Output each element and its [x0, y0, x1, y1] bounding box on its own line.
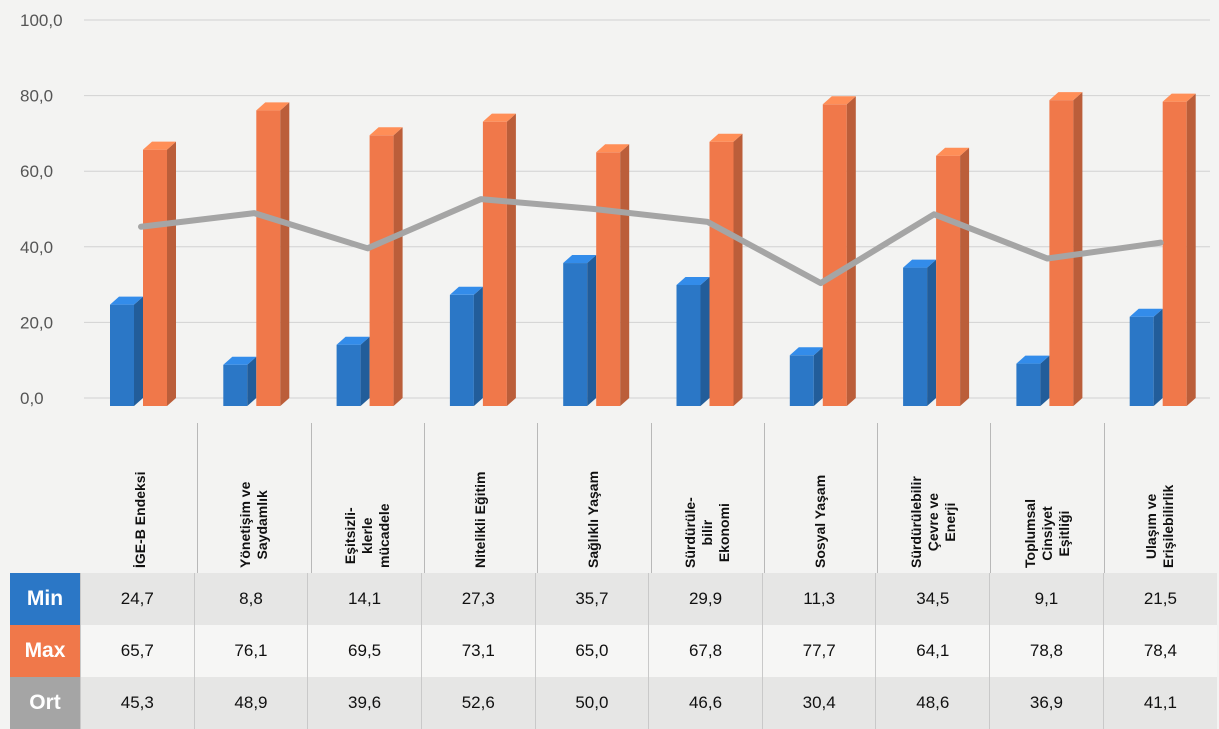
- table-cell: 52,6: [420, 677, 536, 729]
- bar-max: [936, 147, 970, 406]
- table-cell: 78,4: [1102, 625, 1217, 677]
- category-label: Sürdürüle-bilir Ekonomi: [681, 497, 732, 568]
- y-tick-label: 80,0: [20, 87, 53, 106]
- table-cell: 45,3: [80, 677, 195, 729]
- category-separator: [877, 423, 879, 573]
- table-cell: 14,1: [307, 573, 422, 625]
- table-cell: 24,7: [80, 573, 195, 625]
- table-cell: 9,1: [989, 573, 1104, 625]
- y-tick-label: 20,0: [20, 313, 53, 332]
- table-cell: 77,7: [761, 625, 876, 677]
- category-label: Sosyal Yaşam: [811, 474, 828, 568]
- table-cell: 69,5: [307, 625, 422, 677]
- category-separator: [990, 423, 992, 573]
- bar-min: [1129, 308, 1163, 406]
- table-cell: 36,9: [989, 677, 1104, 729]
- category-separator: [537, 423, 539, 573]
- category-label: Eşitsizli-klerle mücadele: [341, 503, 392, 568]
- table-row: Ort 45,3 48,9 39,6 52,6 50,0 46,6 30,4 48,6 36,9 4…: [10, 677, 1217, 729]
- series-legend-label: Ort: [10, 677, 81, 729]
- y-tick-label: 40,0: [20, 238, 53, 257]
- table-cell: 46,6: [648, 677, 763, 729]
- bar-max: [143, 141, 176, 407]
- y-tick-label: 60,0: [20, 162, 53, 181]
- table-row: Min 24,7 8,8 14,1 27,3 35,7 29,9 11,3 34,5 9,1 21,…: [10, 573, 1217, 625]
- category-separator: [650, 423, 652, 573]
- bar-max: [482, 113, 516, 406]
- table-cell: 48,9: [193, 677, 308, 729]
- category-separator: [423, 423, 425, 573]
- table-cell: 39,6: [307, 677, 422, 729]
- bar-min: [336, 336, 370, 406]
- bar-max: [256, 102, 290, 406]
- bar-max: [822, 96, 856, 406]
- bar-max: [596, 144, 630, 407]
- bar-min: [449, 286, 483, 406]
- table-cell: 41,1: [1102, 677, 1217, 729]
- data-table: Min 24,7 8,8 14,1 27,3 35,7 29,9 11,3 34,5 9,1 21,…: [10, 573, 1217, 729]
- bar-min: [563, 255, 597, 406]
- bar-max: [1049, 92, 1083, 407]
- series-legend-label: Max: [10, 625, 81, 677]
- table-cell: 64,1: [875, 625, 990, 677]
- bar-max: [1162, 93, 1196, 406]
- bar-min: [676, 276, 710, 406]
- table-cell: 30,4: [761, 677, 876, 729]
- y-axis-ticks: 0,0 20,0 40,0 60,0 80,0 100,0: [20, 11, 63, 408]
- bars: [110, 92, 1196, 407]
- category-separator: [1103, 423, 1105, 573]
- category-label: Sağlıklı Yaşam: [585, 470, 602, 568]
- category-separator: [763, 423, 765, 573]
- table-cell: 35,7: [534, 573, 649, 625]
- table-cell: 76,1: [193, 625, 308, 677]
- bar-min: [789, 347, 823, 406]
- category-label: Ulaşım ve Erişilebilirlik: [1143, 484, 1177, 568]
- table-cell: 65,0: [534, 625, 649, 677]
- table-cell: 65,7: [80, 625, 195, 677]
- table-cell: 67,8: [648, 625, 763, 677]
- table-cell: 48,6: [875, 677, 990, 729]
- category-label: Yönetişim ve Saydamlık: [236, 481, 270, 568]
- category-separator: [310, 423, 312, 573]
- table-cell: 78,8: [989, 625, 1104, 677]
- series-legend-label: Min: [10, 573, 81, 625]
- table-cell: 50,0: [534, 677, 649, 729]
- category-separator: [197, 423, 199, 573]
- bar-min: [223, 356, 257, 406]
- bar-min: [1016, 355, 1050, 406]
- gridlines: [84, 19, 1210, 399]
- bar-min: [903, 259, 937, 406]
- table-cell: 21,5: [1102, 573, 1217, 625]
- table-cell: 34,5: [875, 573, 990, 625]
- series-line-ort: [138, 196, 1164, 287]
- bar-max: [369, 127, 403, 407]
- average-line: [138, 196, 1164, 287]
- category-label: Nitelikli Eğitim: [472, 471, 489, 568]
- y-tick-label: 0,0: [20, 389, 44, 408]
- bar-min: [110, 296, 143, 406]
- table-cell: 8,8: [193, 573, 308, 625]
- y-tick-label: 100,0: [20, 11, 63, 30]
- category-label: Sürdürülebilir Çevre ve Enerji: [908, 476, 959, 568]
- category-label: Toplumsal Cinsiyet Eşitliği: [1021, 499, 1072, 568]
- bar-max: [709, 133, 743, 406]
- table-row: Max 65,7 76,1 69,5 73,1 65,0 67,8 77,7 64,1 78,8 7…: [10, 625, 1217, 677]
- table-cell: 27,3: [420, 573, 536, 625]
- table-cell: 29,9: [648, 573, 763, 625]
- table-cell: 11,3: [761, 573, 876, 625]
- table-cell: 73,1: [420, 625, 536, 677]
- category-label: İGE-B Endeksi: [132, 471, 149, 568]
